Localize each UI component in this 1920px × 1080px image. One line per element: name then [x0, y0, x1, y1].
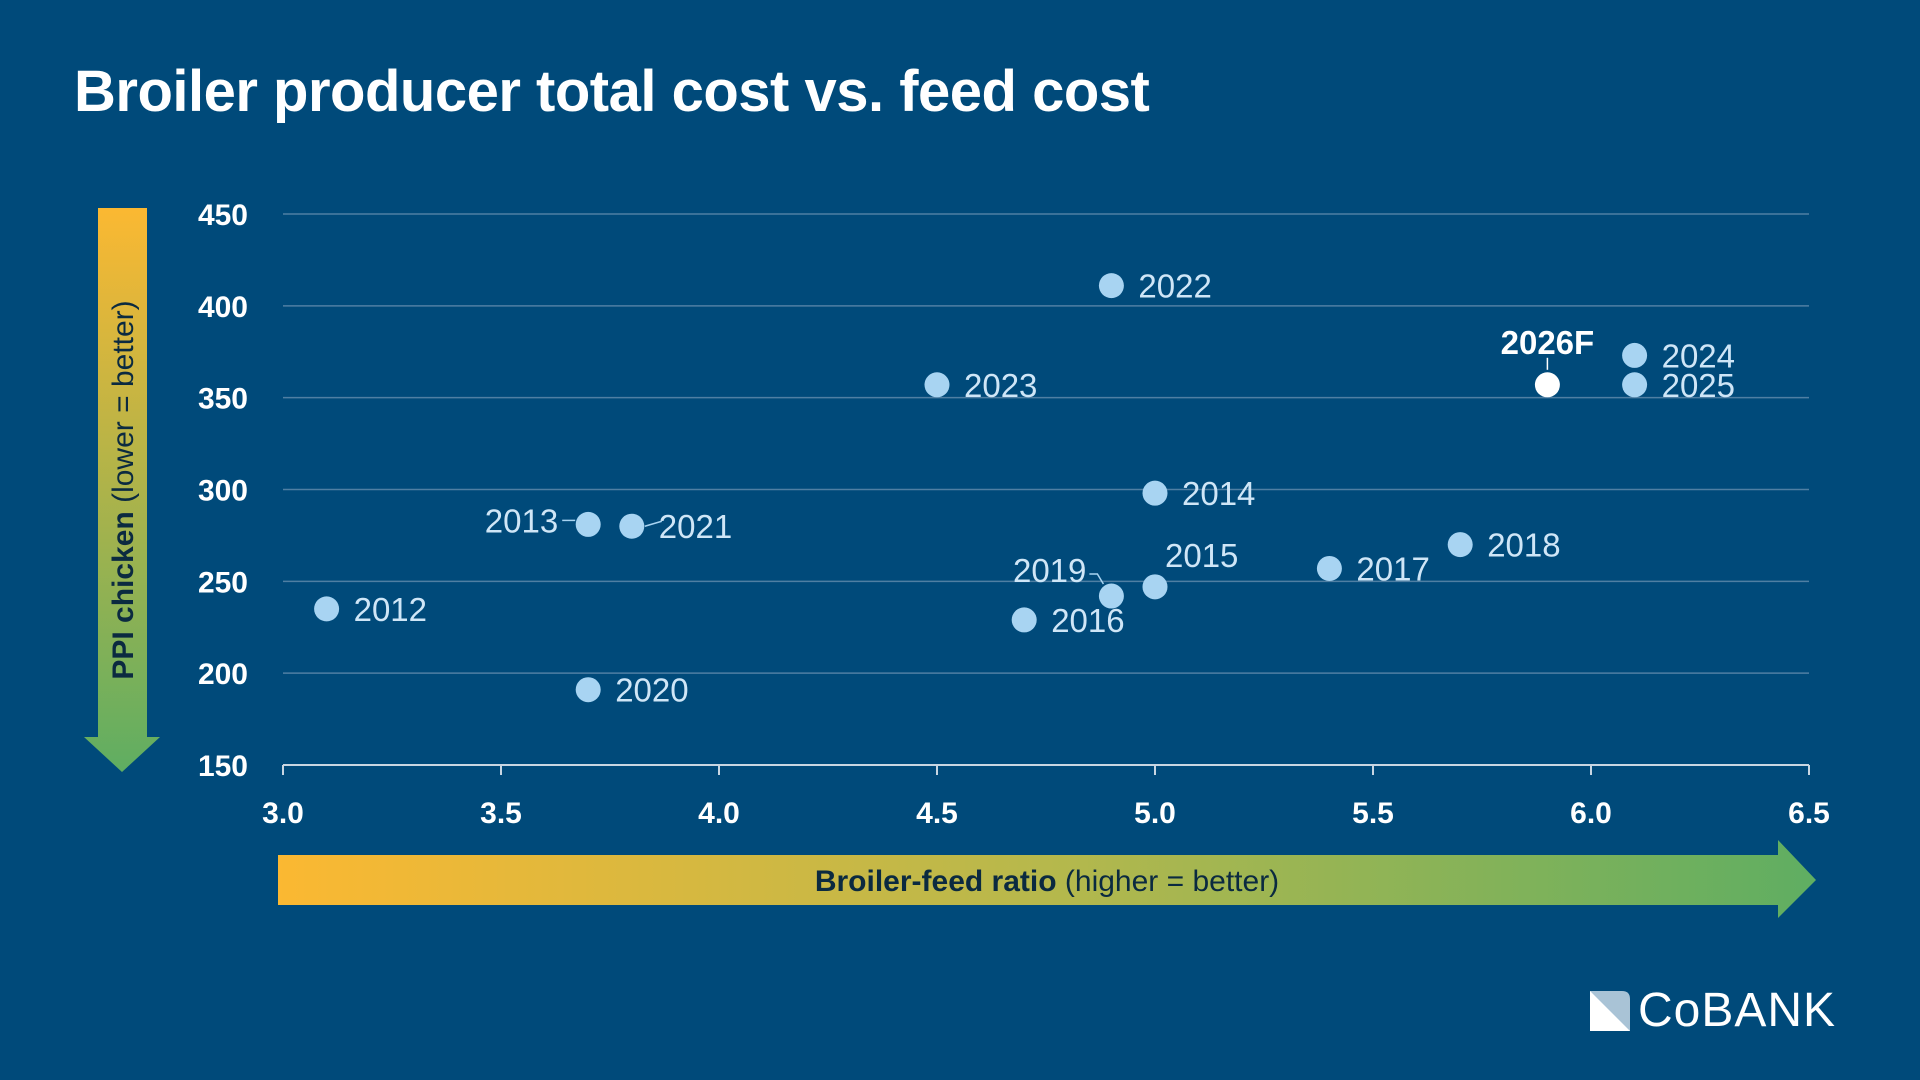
data-point-2022: [1098, 273, 1124, 299]
point-label: 2020: [615, 672, 688, 709]
x-tick-label: 6.0: [1570, 797, 1612, 830]
x-tick-label: 3.0: [262, 797, 304, 830]
data-point-2013: [575, 511, 601, 537]
cobank-logo-mark-icon: [1590, 990, 1630, 1031]
point-label: 2014: [1182, 475, 1255, 512]
cobank-logo: CoBANK: [1590, 983, 1836, 1038]
data-point-2021: [619, 513, 645, 539]
y-tick-label: 350: [198, 383, 248, 416]
chart-title: Broiler producer total cost vs. feed cos…: [74, 59, 1150, 124]
x-axis-arrow: [278, 840, 1816, 918]
point-label: 2021: [659, 508, 732, 545]
point-label: 2023: [964, 367, 1037, 404]
data-point-2015: [1142, 574, 1168, 600]
point-label: 2022: [1138, 268, 1211, 305]
data-point-2014: [1142, 480, 1168, 506]
y-axis-arrow: [84, 208, 160, 772]
data-point-2026F: [1534, 372, 1560, 398]
y-tick-label: 200: [198, 658, 248, 691]
point-label: 2019: [1013, 552, 1086, 589]
point-label: 2026F: [1501, 324, 1595, 361]
point-label: 2012: [354, 591, 427, 628]
x-tick-label: 4.0: [698, 797, 740, 830]
x-tick-label: 5.0: [1134, 797, 1176, 830]
data-point-2023: [924, 372, 950, 398]
data-point-2017: [1316, 555, 1342, 581]
y-tick-label: 250: [198, 566, 248, 599]
point-label: 2018: [1487, 527, 1560, 564]
point-label: 2024: [1662, 337, 1735, 374]
x-tick-label: 3.5: [480, 797, 522, 830]
point-label: 2025: [1662, 367, 1735, 404]
data-point-2012: [314, 596, 340, 622]
leader-line: [644, 520, 663, 527]
x-tick-label: 4.5: [916, 797, 958, 830]
data-point-2020: [575, 677, 601, 703]
point-label: 2017: [1356, 550, 1429, 587]
y-axis-label: PPI chicken (lower = better): [107, 300, 140, 679]
point-label: 2015: [1165, 537, 1238, 574]
y-tick-label: 300: [198, 475, 248, 508]
data-point-2018: [1447, 532, 1473, 558]
x-tick-label: 6.5: [1788, 797, 1830, 830]
data-point-2019: [1098, 583, 1124, 609]
data-point-2024: [1622, 342, 1648, 368]
data-point-2016: [1011, 607, 1037, 633]
y-tick-label: 400: [198, 291, 248, 324]
x-tick-label: 5.5: [1352, 797, 1394, 830]
y-tick-label: 150: [198, 750, 248, 783]
leader-line: [1089, 573, 1105, 585]
y-tick-label: 450: [198, 199, 248, 232]
data-point-2025: [1622, 372, 1648, 398]
point-label: 2013: [485, 502, 558, 539]
x-axis-label: Broiler-feed ratio (higher = better): [815, 865, 1279, 898]
